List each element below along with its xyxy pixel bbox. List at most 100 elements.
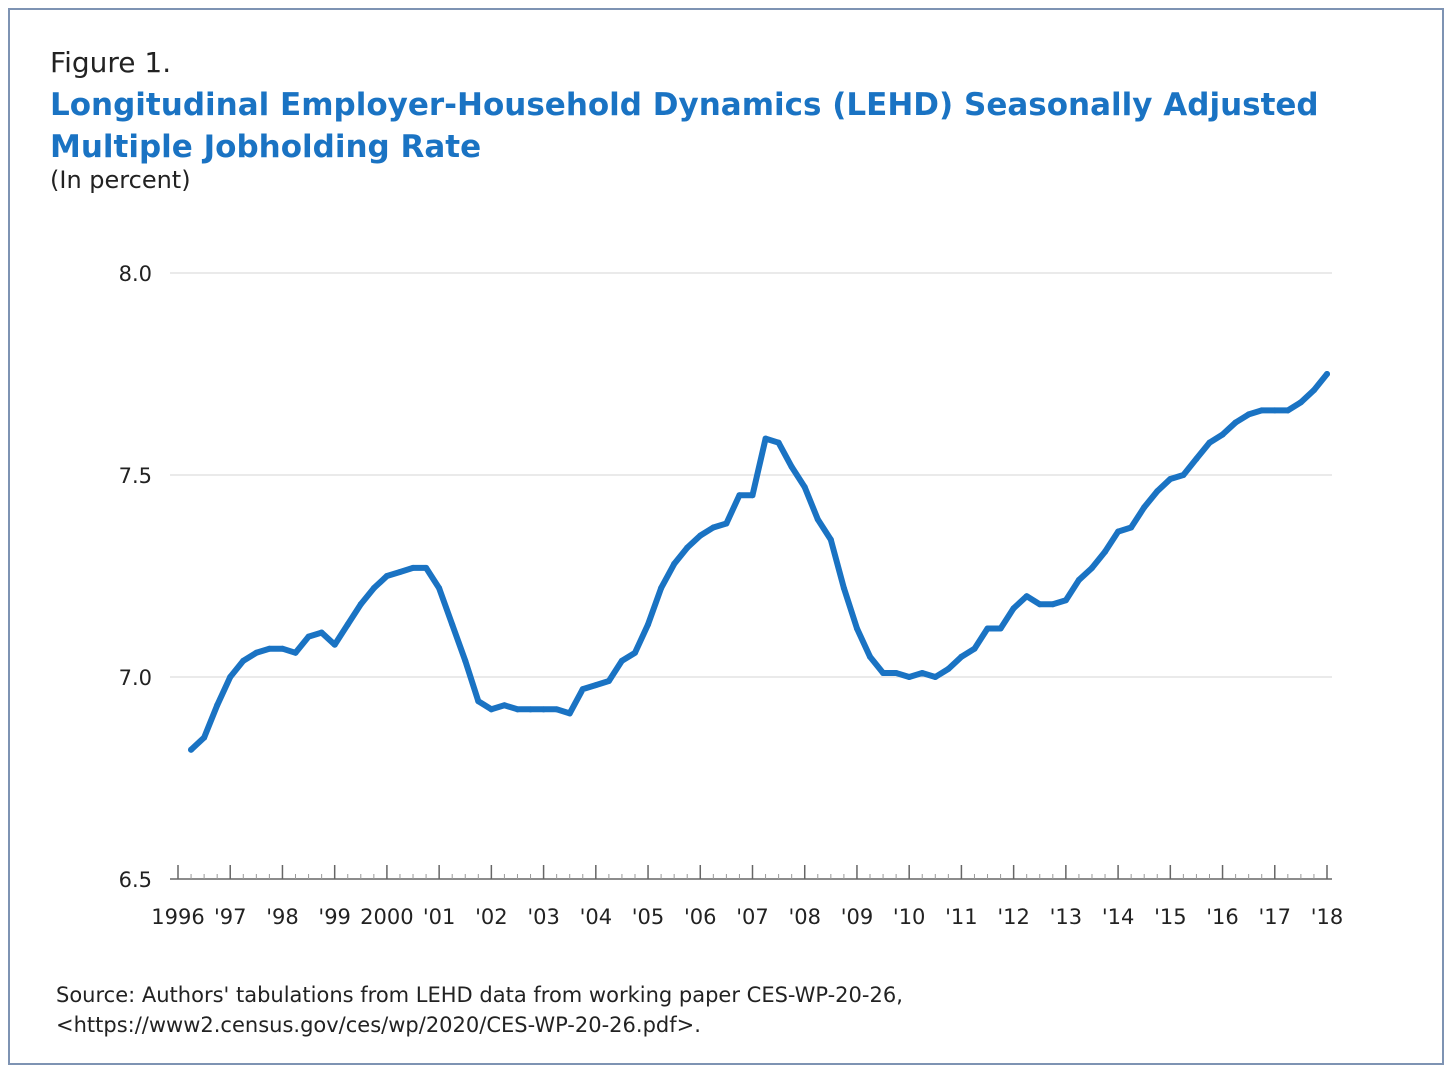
x-tick-label: '01 [423, 905, 456, 929]
data-point [1245, 411, 1252, 418]
y-axis-labels: 6.5 7.0 7.5 8.0 [119, 262, 152, 892]
data-point [684, 544, 691, 551]
series-line [188, 371, 1330, 753]
x-tick-label: '13 [1050, 905, 1083, 929]
data-point [736, 492, 743, 499]
data-point [1154, 488, 1161, 495]
x-tick-label: '03 [527, 905, 560, 929]
data-point [279, 645, 286, 652]
data-point [853, 625, 860, 632]
x-tick-label: '11 [945, 905, 978, 929]
data-point [958, 653, 965, 660]
data-point [1310, 387, 1317, 394]
data-point [984, 625, 991, 632]
data-point [1128, 524, 1135, 531]
data-point [618, 657, 625, 664]
y-tick-label: 8.0 [119, 262, 152, 286]
data-point [449, 621, 456, 628]
data-point [932, 674, 939, 680]
data-point [1271, 407, 1278, 414]
data-point [410, 564, 417, 571]
data-point [1324, 371, 1330, 377]
y-tick-label: 7.5 [119, 464, 152, 488]
chart-title: Longitudinal Employer-Household Dynamics… [50, 87, 1319, 165]
data-point [201, 734, 208, 741]
gridlines [170, 272, 1332, 678]
data-point [605, 678, 612, 685]
data-point [1219, 431, 1226, 438]
data-point [1232, 419, 1239, 426]
data-point [227, 674, 234, 680]
data-point [1010, 605, 1017, 612]
data-point [514, 706, 521, 713]
x-tick-label: 1996 [151, 905, 204, 929]
chart-subtitle: (In percent) [50, 166, 191, 194]
data-point [436, 585, 443, 592]
data-point [762, 435, 769, 442]
data-point [540, 706, 547, 713]
data-point [475, 698, 482, 705]
x-tick-label: '98 [266, 905, 299, 929]
x-tick-label: '05 [632, 905, 665, 929]
data-point [1115, 528, 1122, 535]
x-tick-label: '04 [580, 905, 613, 929]
data-point [906, 674, 913, 680]
data-point [1193, 455, 1200, 462]
data-point [566, 710, 573, 717]
data-point [592, 682, 599, 689]
data-point [240, 657, 247, 664]
x-tick-label: '06 [684, 905, 717, 929]
x-tick-label: '99 [318, 905, 351, 929]
y-tick-label: 7.0 [119, 666, 152, 690]
data-point [357, 601, 364, 608]
data-point [579, 686, 586, 693]
x-tick-label: '10 [893, 905, 926, 929]
data-point [383, 573, 390, 579]
data-point [292, 649, 299, 656]
data-point [971, 645, 978, 652]
source-line-1: Source: Authors' tabulations from LEHD d… [56, 983, 903, 1007]
data-point [1075, 577, 1082, 584]
x-tick-label: '12 [997, 905, 1030, 929]
x-axis-labels: 1996 '97 '98 '99 2000 '01 '02 '03 '04 '05 '06 '07 '0… [151, 905, 1343, 929]
x-tick-label: '14 [1102, 905, 1135, 929]
data-point [423, 564, 430, 571]
data-point [305, 633, 312, 640]
data-point [488, 706, 495, 713]
x-tick-label: '09 [841, 905, 874, 929]
data-point [331, 641, 338, 648]
x-tick-label: '18 [1311, 905, 1344, 929]
data-point [501, 702, 508, 709]
x-tick-label: '02 [475, 905, 508, 929]
data-point [1023, 593, 1030, 600]
data-point [214, 702, 221, 709]
x-tick-label: 2000 [360, 905, 413, 929]
data-point [1167, 476, 1174, 483]
data-point [462, 657, 469, 664]
data-point [997, 625, 1004, 632]
data-point [658, 585, 665, 592]
data-point [1206, 439, 1213, 446]
figure-frame [8, 8, 1444, 1065]
data-point [710, 524, 717, 531]
data-point [318, 629, 325, 636]
x-tick-label: '17 [1259, 905, 1292, 929]
x-tick-label: '08 [788, 905, 821, 929]
data-point [370, 585, 377, 592]
y-tick-label: 6.5 [119, 868, 152, 892]
source-line-2: <https://www2.census.gov/ces/wp/2020/CES… [56, 1013, 701, 1037]
data-point [867, 653, 874, 660]
data-point [893, 669, 900, 676]
data-point [827, 536, 834, 543]
data-point [1062, 597, 1069, 604]
data-point [671, 560, 678, 567]
data-point [1297, 399, 1304, 406]
data-point [188, 746, 195, 753]
data-point [266, 645, 273, 652]
data-point [723, 520, 730, 527]
data-point [749, 492, 756, 499]
data-point [1102, 548, 1109, 555]
source-note: Source: Authors' tabulations from LEHD d… [56, 980, 903, 1040]
x-tick-label: '97 [214, 905, 247, 929]
data-point [1049, 601, 1056, 608]
